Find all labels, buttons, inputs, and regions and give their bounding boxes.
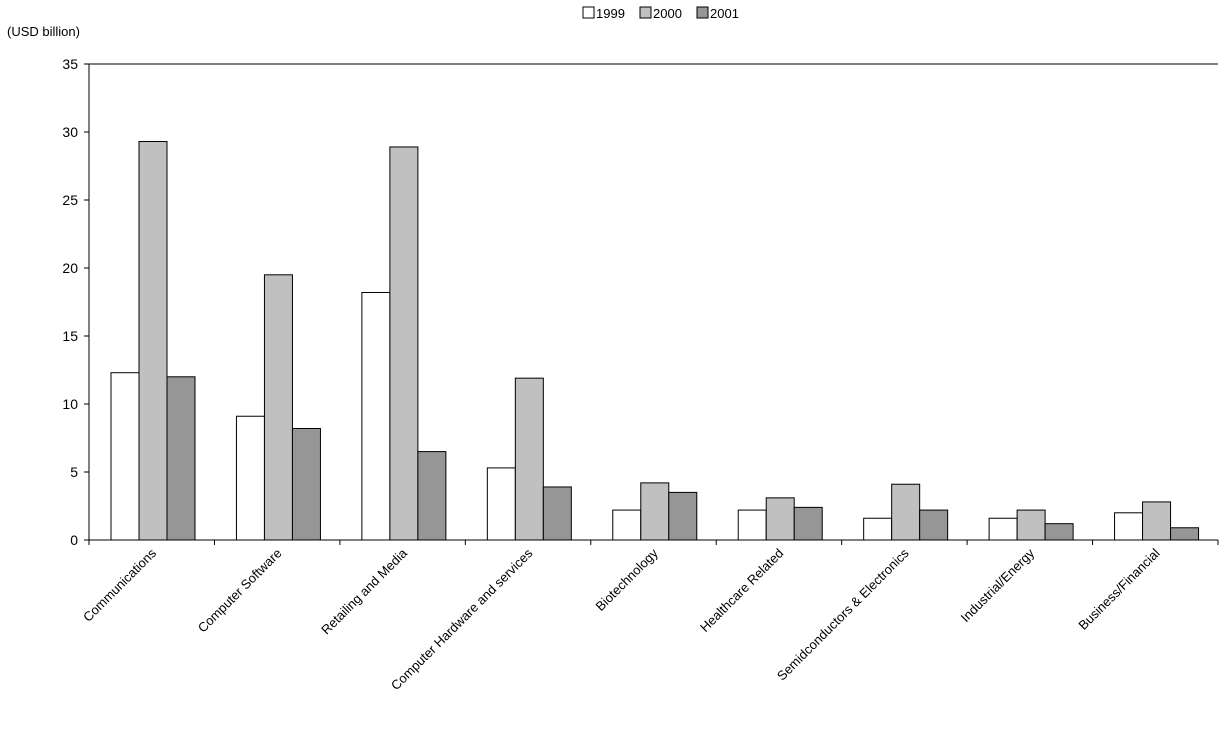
- bar-2001-1: [291, 427, 321, 541]
- legend-swatch-1999: [582, 6, 595, 19]
- y-tick-label: 10: [62, 396, 78, 412]
- y-tick-label: 25: [62, 192, 78, 208]
- bar-2001-2: [417, 451, 447, 541]
- y-tick-label: 30: [62, 124, 78, 140]
- bars: [110, 141, 1200, 541]
- bar-2001-8: [1170, 527, 1200, 541]
- bar-2001-6: [919, 509, 949, 541]
- bar-2001-0: [166, 376, 196, 541]
- bar-1999-7: [988, 517, 1018, 541]
- bar-2000-4: [640, 482, 670, 541]
- bar-2001-5: [793, 506, 823, 541]
- bar-2001-3: [542, 486, 572, 541]
- bar-1999-2: [361, 291, 391, 541]
- y-tick-label: 5: [70, 464, 78, 480]
- x-tick-label: Computer Hardware and services: [388, 545, 536, 693]
- y-tick-label: 0: [70, 532, 78, 548]
- x-tick-label: Retailing and Media: [318, 545, 410, 637]
- y-tick-label: 35: [62, 56, 78, 72]
- bar-2000-1: [263, 274, 293, 541]
- bar-2000-8: [1142, 501, 1172, 541]
- bar-2000-6: [891, 483, 921, 541]
- bar-2001-7: [1044, 523, 1074, 541]
- axes: 0 5 10 15 20 25 30 35: [62, 56, 1219, 548]
- x-axis-labels: Communications Computer Software Retailing…: [80, 545, 1163, 693]
- bar-2001-4: [668, 491, 698, 541]
- bar-2000-5: [765, 497, 795, 541]
- legend: 1999 2000 2001: [582, 6, 739, 21]
- legend-label-1999: 1999: [596, 6, 625, 21]
- y-tick-label: 20: [62, 260, 78, 276]
- legend-swatch-2000: [639, 6, 652, 19]
- bar-1999-0: [110, 372, 140, 541]
- bar-1999-6: [863, 517, 893, 541]
- bar-1999-1: [235, 415, 265, 541]
- bar-1999-8: [1114, 512, 1144, 541]
- legend-label-2001: 2001: [710, 6, 739, 21]
- x-tick-label: Biotechnology: [593, 545, 662, 614]
- x-tick-label: Business/Financial: [1075, 545, 1162, 632]
- bar-2000-7: [1016, 509, 1046, 541]
- bar-1999-4: [612, 509, 642, 541]
- y-tick-label: 15: [62, 328, 78, 344]
- x-tick-label: Communications: [80, 545, 159, 624]
- bar-1999-5: [737, 509, 767, 541]
- x-tick-label: Industrial/Energy: [958, 545, 1038, 625]
- legend-swatch-2001: [696, 6, 709, 19]
- legend-label-2000: 2000: [653, 6, 682, 21]
- bar-2000-3: [514, 377, 544, 541]
- x-tick-label: Semidconductors & Electronics: [774, 545, 912, 683]
- bar-2000-0: [138, 141, 168, 541]
- bar-2000-2: [389, 146, 419, 541]
- x-tick-label: Healthcare Related: [697, 546, 786, 635]
- bar-1999-3: [486, 467, 516, 541]
- x-tick-label: Computer Software: [195, 546, 285, 636]
- y-unit-label: (USD billion): [7, 24, 80, 39]
